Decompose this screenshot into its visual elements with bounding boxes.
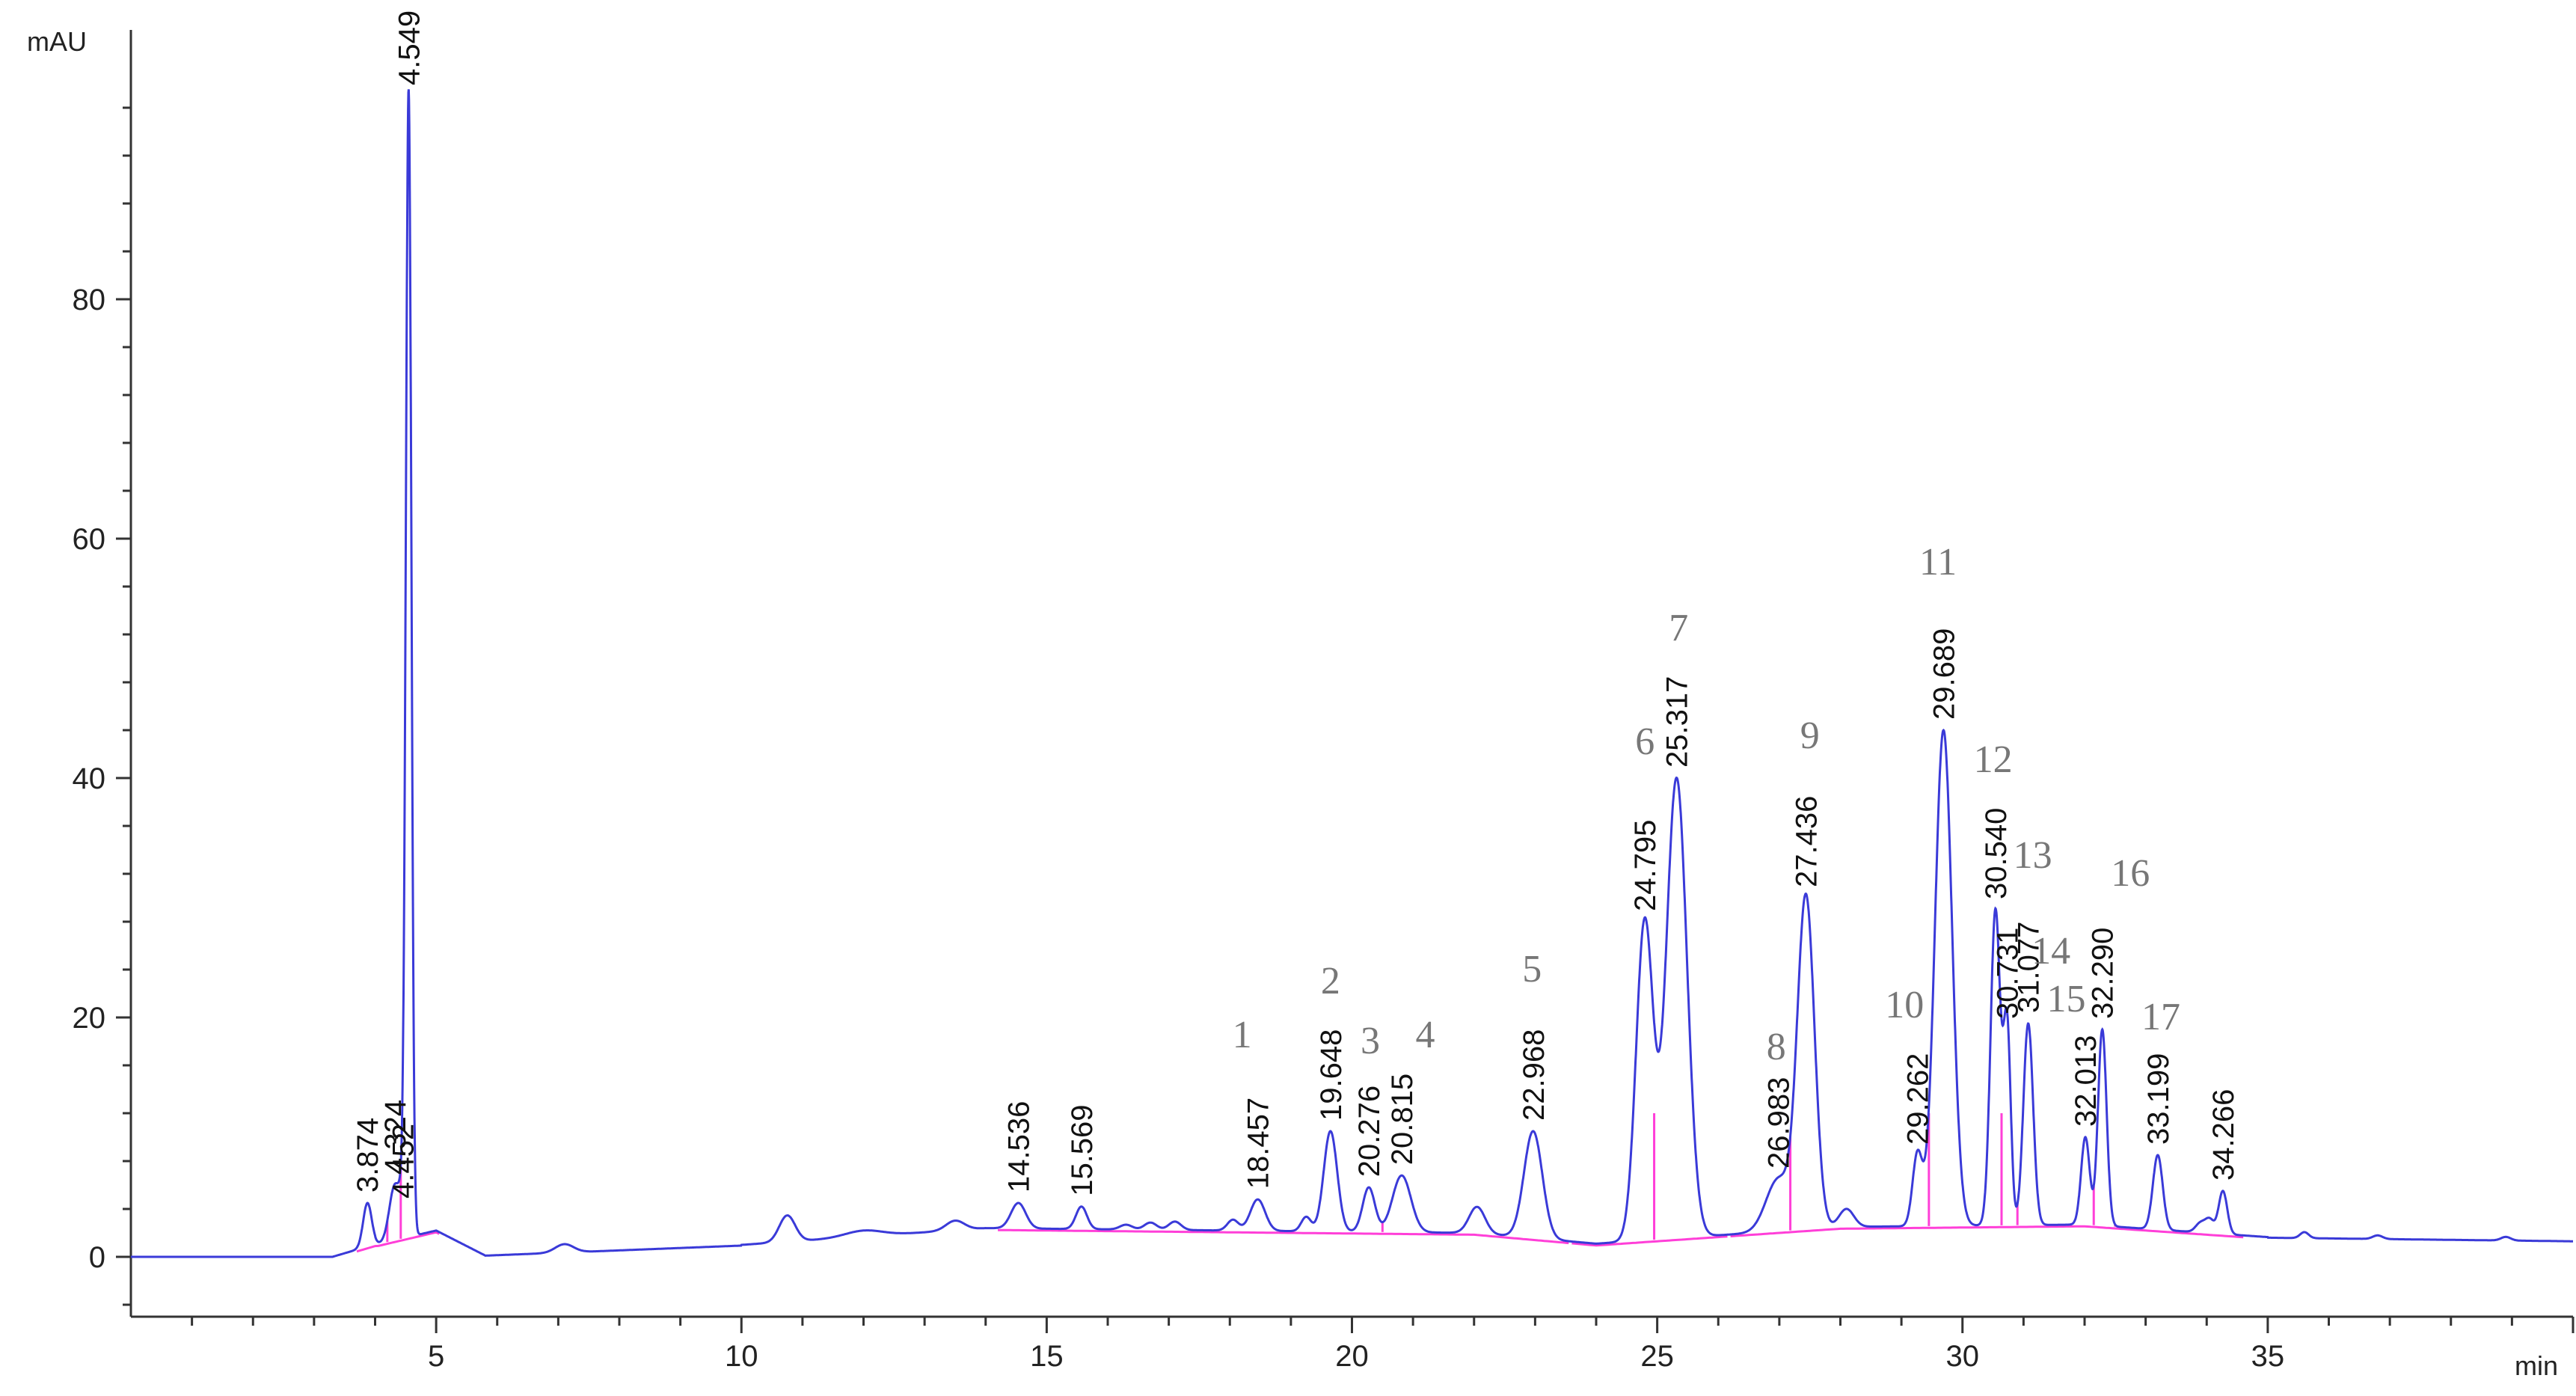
y-axis-label: mAU [27,26,87,57]
peak-rt-label: 15.569 [1066,1104,1099,1196]
peak-rt-label: 29.689 [1928,628,1960,720]
peak-rt-label: 34.266 [2207,1089,2240,1181]
peak-rt-label: 4.452 [387,1124,420,1198]
peak-rt-label: 29.262 [1902,1053,1935,1145]
peak-rt-label: 24.795 [1629,820,1662,911]
peak-number-label: 8 [1767,1026,1786,1068]
peak-rt-label: 19.648 [1315,1029,1348,1121]
peak-number-label: 6 [1635,720,1655,763]
integration-baseline [356,1231,440,1253]
integration-baseline [1571,1235,1728,1247]
peak-number-label: 17 [2141,996,2180,1038]
peak-rt-label: 31.077 [2013,922,2046,1013]
x-tick-label: 35 [2251,1340,2285,1373]
peak-rt-label: 32.013 [2070,1035,2103,1127]
x-tick-label: 10 [725,1340,758,1373]
peak-number-label: 4 [1415,1014,1435,1056]
peak-rt-label: 33.199 [2142,1053,2175,1145]
peak-number-label: 5 [1522,948,1542,991]
peak-number-label: 1 [1233,1014,1252,1056]
peak-rt-label: 22.968 [1518,1029,1551,1121]
peak-number-label: 3 [1361,1020,1380,1062]
x-tick-label: 15 [1030,1340,1064,1373]
integration-baseline [998,1228,1569,1245]
peak-rt-label: 26.983 [1762,1077,1795,1169]
peak-rt-label: 4.549 [393,10,426,85]
peak-number-label: 12 [1974,738,2013,781]
signal-layer [131,89,2573,1258]
peak-rt-label: 30.540 [1980,808,2013,899]
peak-number-label: 13 [2014,834,2052,877]
x-tick-label: 25 [1640,1340,1674,1373]
peak-number-label: 7 [1669,607,1688,649]
peak-number-label: 14 [2031,930,2070,973]
peak-rt-label: 20.815 [1386,1074,1419,1165]
x-tick-label: 5 [428,1340,444,1373]
integration-baseline [1730,1225,2244,1239]
peak-number-label: 16 [2111,852,2150,895]
peak-number-label: 9 [1800,714,1820,757]
x-tick-label: 20 [1335,1340,1369,1373]
y-tick-label: 80 [73,284,106,316]
peak-rt-label: 32.290 [2087,928,2120,1019]
peak-number-label: 2 [1321,960,1340,1002]
peak-rt-label: 14.536 [1003,1101,1036,1193]
x-tick-label: 30 [1946,1340,1980,1373]
peak-rt-label: 25.317 [1661,676,1694,768]
x-axis-label: min [2515,1350,2558,1381]
y-tick-label: 0 [89,1241,105,1274]
peak-rt-label: 30.731 [1991,928,2024,1019]
peak-rt-label: 20.276 [1353,1086,1386,1177]
peak-rt-label: 27.436 [1790,796,1823,887]
peak-number-label: 11 [1919,541,1957,584]
signal-trace [131,89,2573,1258]
peak-number-label: 10 [1885,984,1924,1026]
peak-rt-label: 4.324 [379,1100,412,1175]
baseline-layer [356,1113,2244,1253]
y-tick-label: 20 [73,1002,106,1035]
y-tick-label: 60 [73,523,106,556]
y-tick-label: 40 [73,762,106,795]
peak-rt-label: 18.457 [1242,1097,1275,1189]
peak-rt-label: 3.874 [352,1118,384,1193]
peak-number-label: 15 [2047,978,2086,1020]
